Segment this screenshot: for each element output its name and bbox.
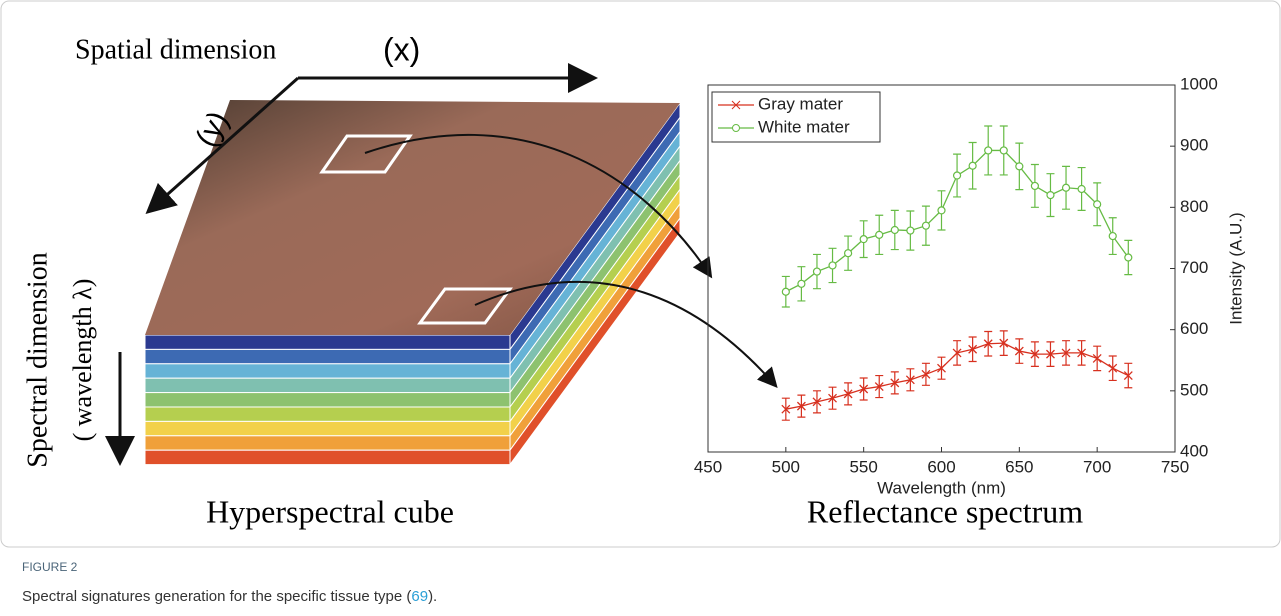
x-tick-label: 550	[849, 457, 877, 476]
marker	[969, 162, 976, 169]
x-axis-label: Wavelength (nm)	[877, 478, 1006, 497]
cube-layer	[145, 450, 510, 464]
x-tick-label: 500	[772, 457, 800, 476]
marker	[829, 262, 836, 269]
marker	[845, 250, 852, 257]
x-tick-label: 700	[1083, 457, 1111, 476]
cube-layer	[145, 407, 510, 421]
marker	[1016, 163, 1023, 170]
page: Spatial dimension (x) (y) Spectral dimen…	[0, 0, 1281, 616]
marker	[954, 172, 961, 179]
marker	[798, 280, 805, 287]
caption-text: Spectral signatures generation for the s…	[22, 588, 411, 605]
spatial-label: Spatial dimension	[75, 34, 276, 65]
wavelength-label: ( wavelength λ)	[68, 279, 97, 442]
caption-end: ).	[428, 588, 437, 605]
reference[interactable]: 69	[411, 588, 428, 605]
marker	[922, 222, 929, 229]
marker	[938, 207, 945, 214]
figure: Spatial dimension (x) (y) Spectral dimen…	[0, 0, 1281, 548]
x-tick-label: 600	[927, 457, 955, 476]
marker	[782, 288, 789, 295]
y-tick-label: 800	[1180, 197, 1208, 216]
y-tick-label: 500	[1180, 380, 1208, 399]
marker	[1047, 192, 1054, 199]
marker	[860, 236, 867, 243]
cube-layer	[145, 421, 510, 435]
y-axis-label: Intensity (A.U.)	[1226, 212, 1245, 324]
marker	[1125, 254, 1132, 261]
cube-caption: Hyperspectral cube	[206, 493, 454, 529]
marker	[985, 147, 992, 154]
x-tick-label: 650	[1005, 457, 1033, 476]
marker	[813, 268, 820, 275]
caption-label: FIGURE 2	[22, 560, 77, 574]
y-tick-label: 600	[1180, 319, 1208, 338]
cube-layer	[145, 364, 510, 378]
x-tick-label: 450	[694, 457, 722, 476]
cube-layer	[145, 335, 510, 349]
cube-layer	[145, 436, 510, 450]
y-tick-label: 900	[1180, 136, 1208, 155]
spectrum-caption: Reflectance spectrum	[807, 493, 1083, 529]
marker	[1031, 182, 1038, 189]
cube-layer	[145, 393, 510, 407]
marker	[891, 226, 898, 233]
legend-label: Gray mater	[758, 94, 843, 113]
legend-marker	[733, 125, 740, 132]
caption: Spectral signatures generation for the s…	[22, 588, 437, 605]
cube-layer	[145, 378, 510, 392]
y-tick-label: 700	[1180, 258, 1208, 277]
marker	[1078, 185, 1085, 192]
cube-layer	[145, 349, 510, 363]
y-tick-label: 400	[1180, 441, 1208, 460]
legend-label: White mater	[758, 117, 850, 136]
y-tick-label: 1000	[1180, 74, 1218, 93]
marker	[1063, 184, 1070, 191]
marker	[1000, 147, 1007, 154]
x-dim: (x)	[383, 31, 420, 67]
marker	[907, 227, 914, 234]
marker	[1109, 233, 1116, 240]
spectral-label: Spectral dimension	[22, 252, 53, 467]
marker	[1094, 201, 1101, 208]
marker	[876, 231, 883, 238]
